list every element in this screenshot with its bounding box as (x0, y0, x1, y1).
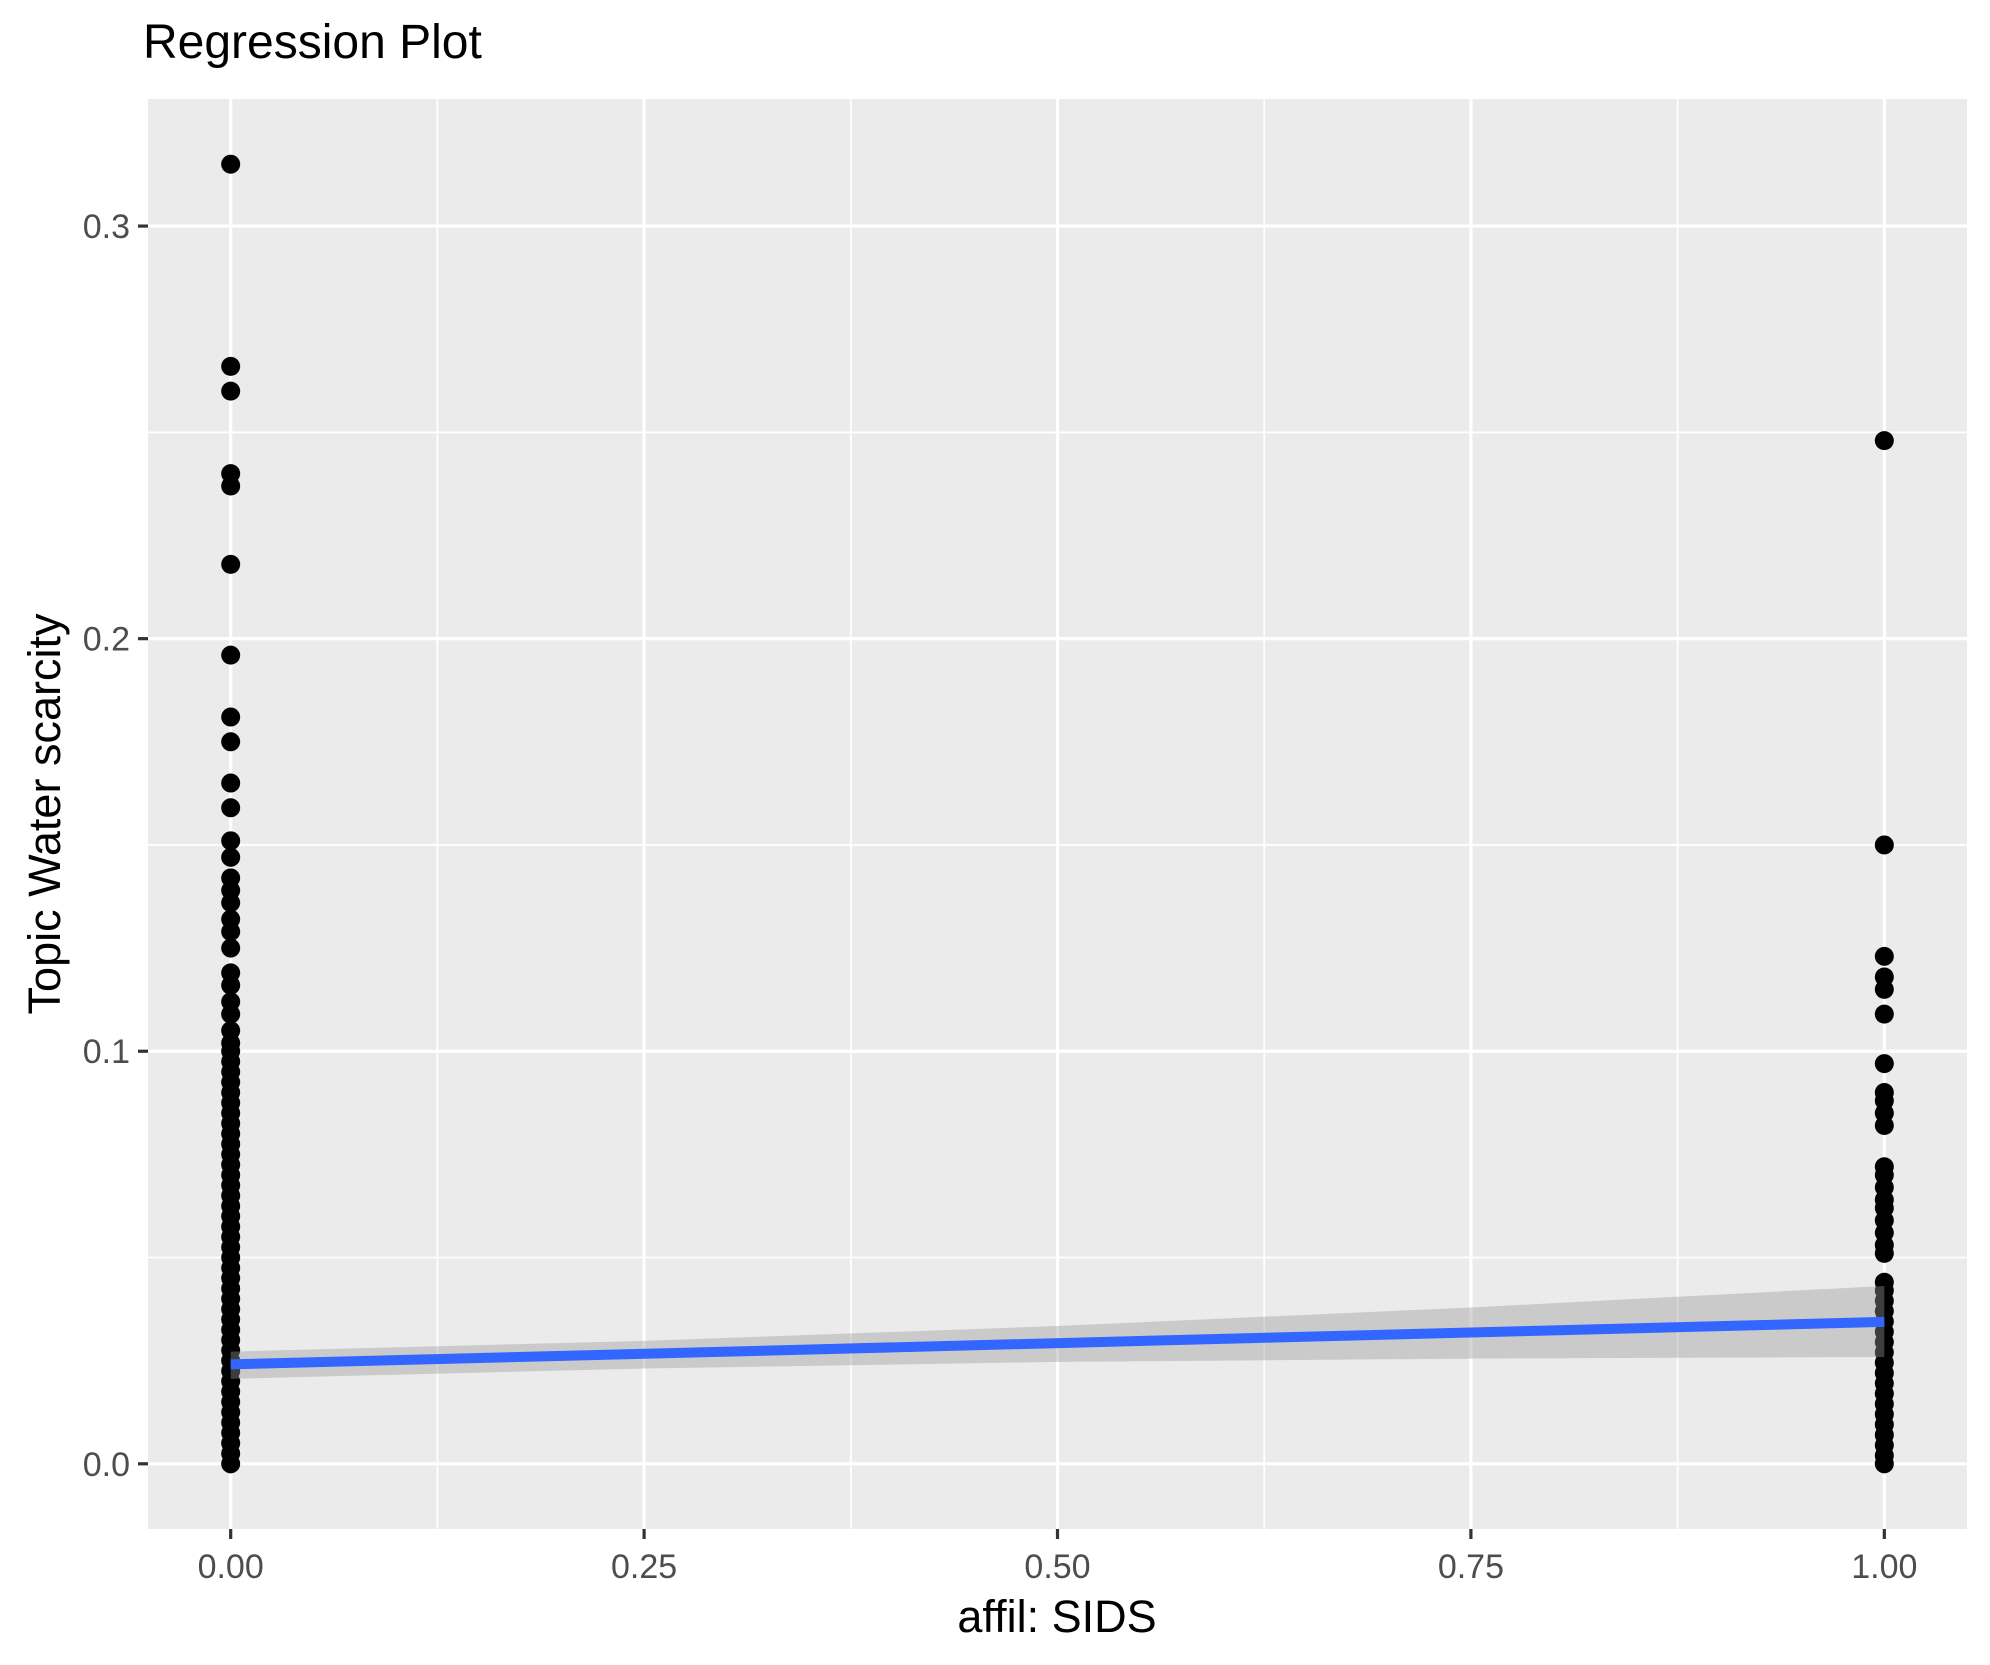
axis-tick-labels: 0.00 0.25 0.50 0.75 1.00 0.0 0.1 0.2 0.3 (83, 208, 1918, 1586)
data-point (1874, 1243, 1894, 1263)
data-point (221, 798, 241, 818)
data-point (221, 975, 241, 995)
data-point (221, 381, 241, 401)
axis-tick-marks (138, 224, 1886, 1539)
x-tick-label: 1.00 (1851, 1548, 1917, 1586)
scatter-points-layer (221, 154, 1894, 1474)
x-tick-label: 0.00 (198, 1548, 264, 1586)
data-point (1874, 1115, 1894, 1135)
data-point (1874, 946, 1894, 966)
data-point (221, 922, 241, 942)
y-tick-label: 0.0 (83, 1446, 130, 1484)
x-tick-label: 0.25 (611, 1548, 677, 1586)
x-tick-label: 0.50 (1024, 1548, 1090, 1586)
data-point (221, 554, 241, 574)
x-tick-label: 0.75 (1438, 1548, 1504, 1586)
data-point (221, 1004, 241, 1024)
y-tick-label: 0.1 (83, 1033, 130, 1071)
data-point (1874, 1054, 1894, 1074)
data-point (1874, 835, 1894, 855)
data-point (221, 154, 241, 174)
data-point (1874, 431, 1894, 451)
regression-line (230, 1316, 1885, 1370)
y-tick-label: 0.3 (83, 208, 130, 246)
x-axis-title: affil: SIDS (957, 1591, 1156, 1642)
plot-title: Regression Plot (143, 16, 482, 69)
data-point (221, 893, 241, 913)
data-point (221, 773, 241, 793)
data-point (1874, 1004, 1894, 1024)
data-point (1874, 979, 1894, 999)
data-point (221, 938, 241, 958)
data-point (221, 356, 241, 376)
y-tick-label: 0.2 (83, 621, 130, 659)
regression-line-layer (230, 1316, 1885, 1370)
data-point (221, 847, 241, 867)
data-point (221, 476, 241, 496)
data-point (221, 831, 241, 851)
y-axis-title: Topic Water scarcity (19, 613, 70, 1014)
data-point (221, 1454, 241, 1474)
data-point (1874, 1454, 1894, 1474)
data-point (221, 707, 241, 727)
data-point (221, 645, 241, 665)
data-point (221, 732, 241, 752)
